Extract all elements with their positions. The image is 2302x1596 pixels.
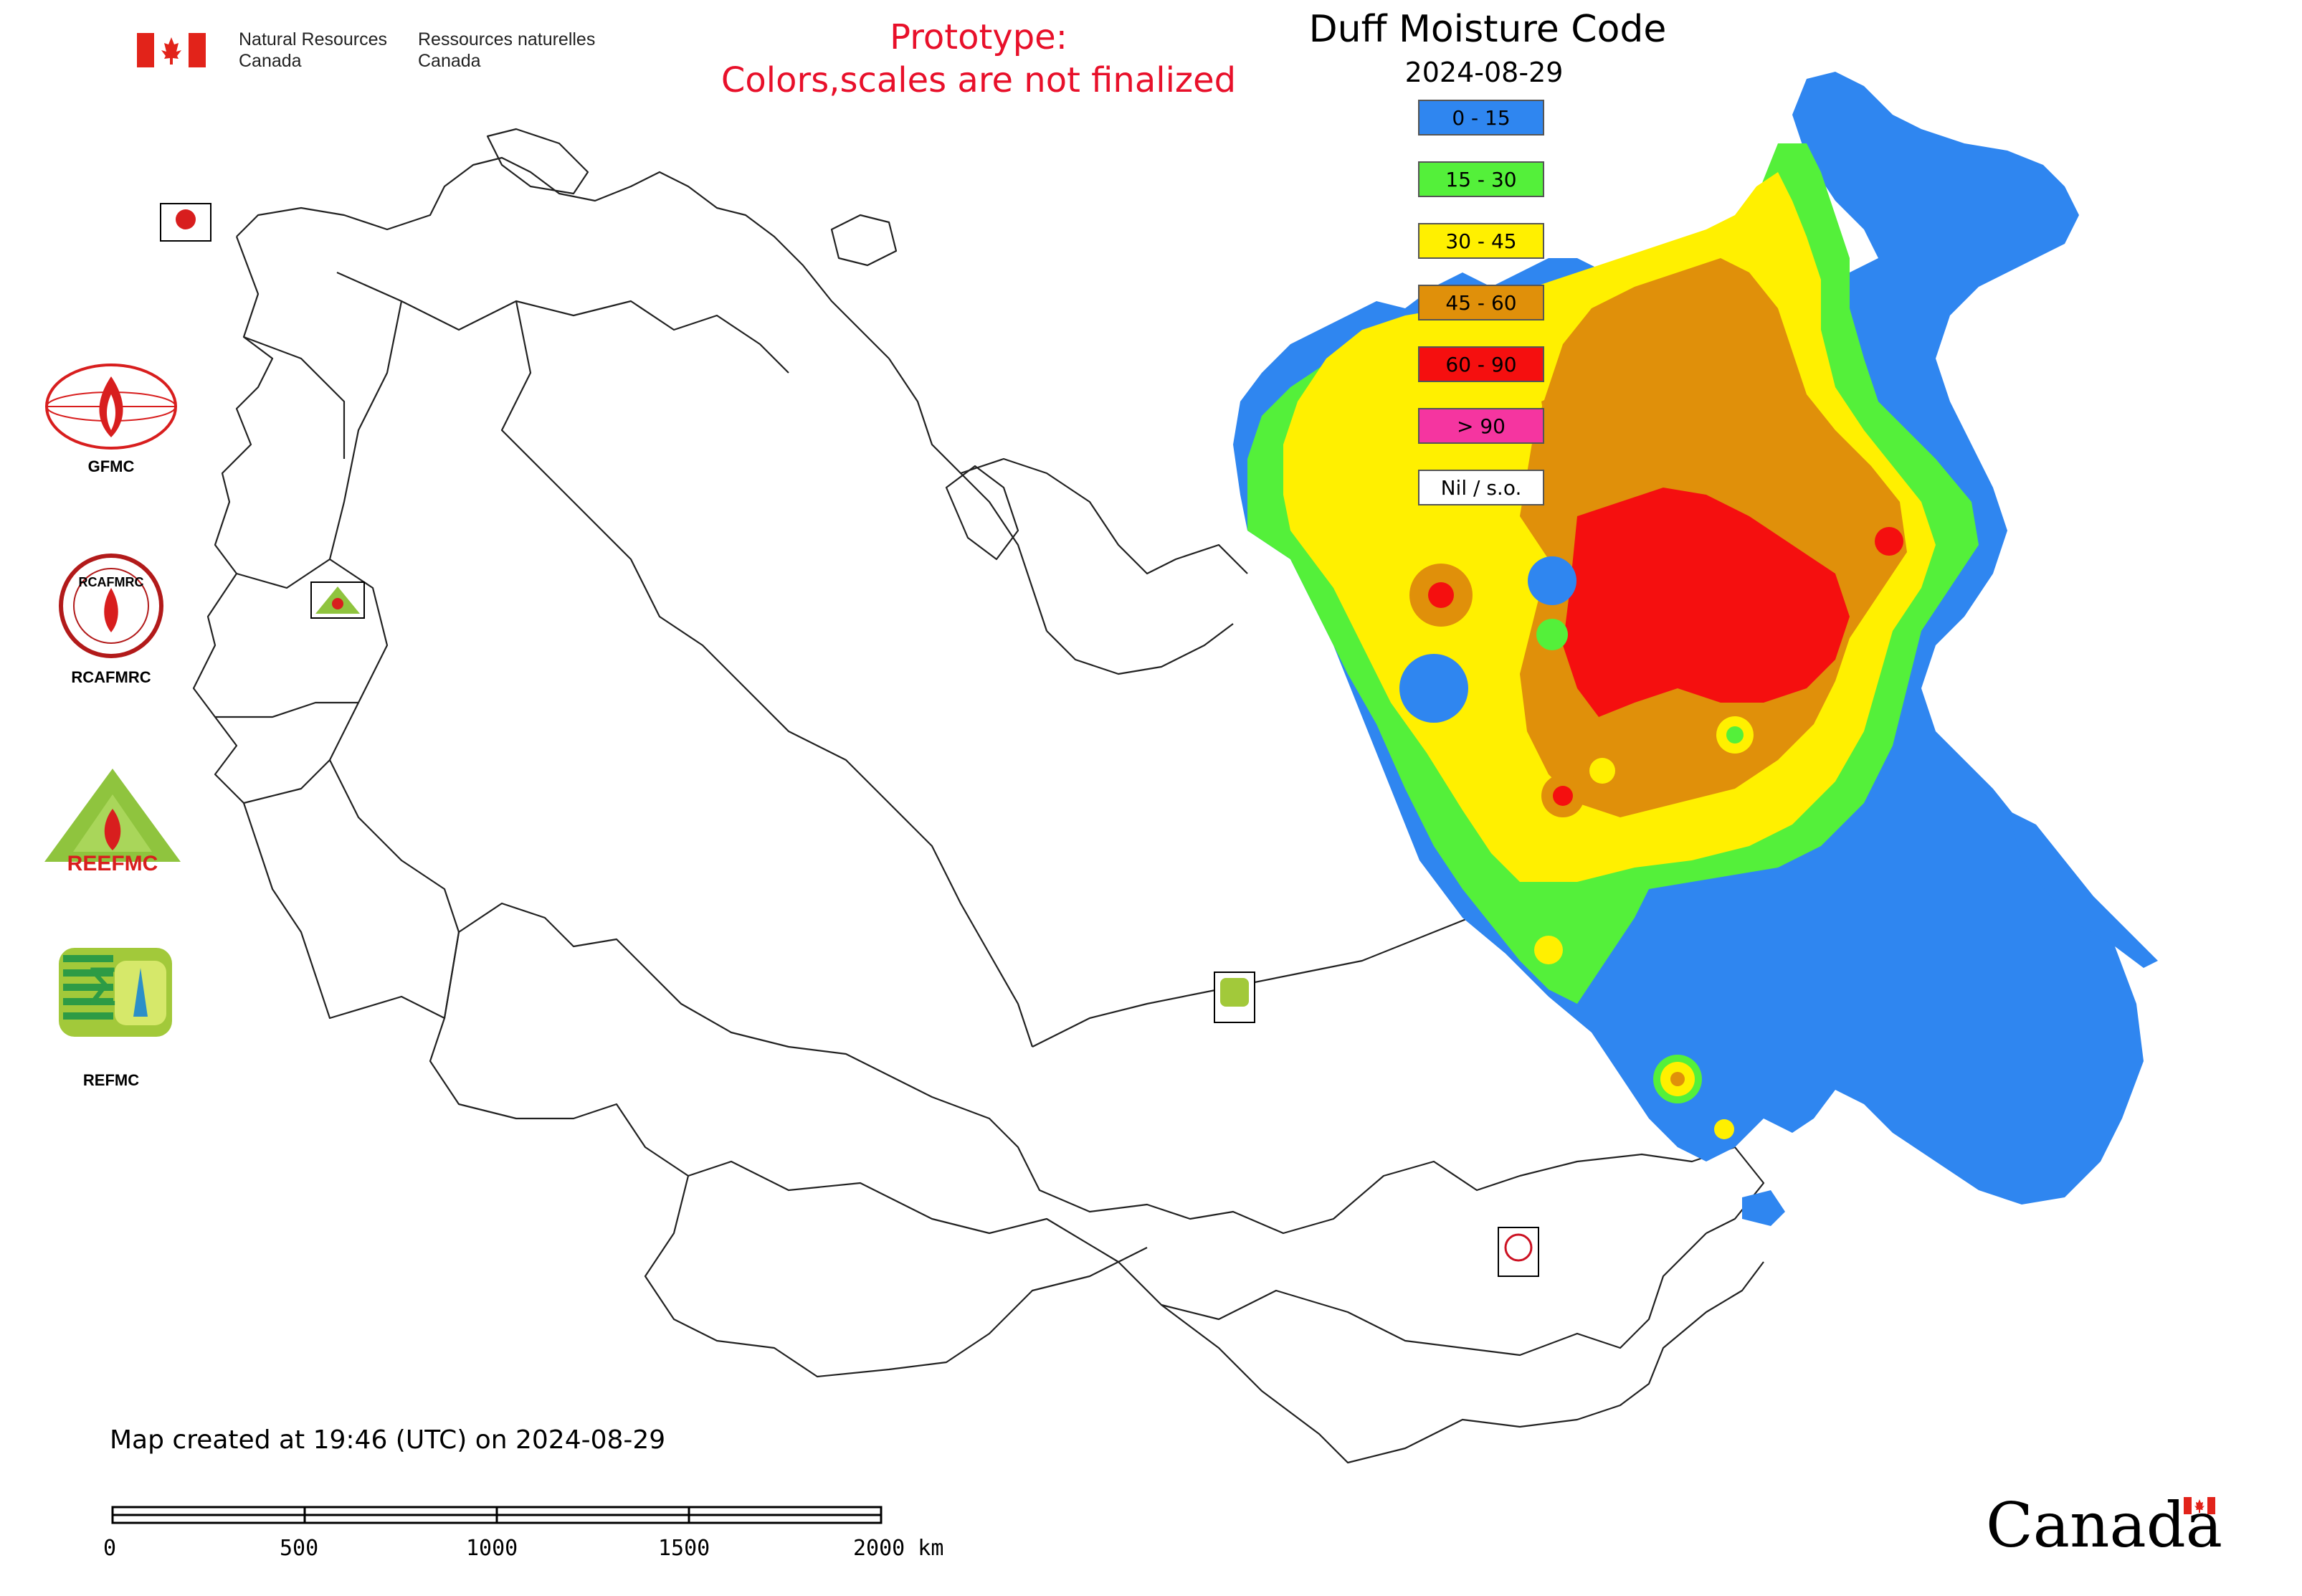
zone-island bbox=[1541, 387, 1599, 437]
zone-blob bbox=[1536, 619, 1568, 650]
scale-label-2000: 2000 km bbox=[853, 1536, 944, 1561]
canada-wordmark-flag-icon bbox=[2184, 1497, 2215, 1514]
legend-label: 60 - 90 bbox=[1445, 352, 1517, 376]
zone-island bbox=[1599, 387, 1635, 430]
zone-blob bbox=[1670, 1072, 1685, 1086]
legend-item-15-30: 15 - 30 bbox=[1418, 161, 1544, 197]
scale-bar bbox=[111, 1506, 883, 1524]
legend-item-30-45: 30 - 45 bbox=[1418, 223, 1544, 259]
rcafmrc-marker-icon bbox=[1504, 1233, 1533, 1262]
svg-text:RCAFMRC: RCAFMRC bbox=[79, 575, 144, 589]
zone-blob bbox=[1534, 936, 1563, 964]
refmc-label: REFMC bbox=[82, 1071, 140, 1089]
legend-label: 0 - 15 bbox=[1452, 105, 1511, 130]
legend-label: Nil / s.o. bbox=[1440, 475, 1522, 500]
scale-label-0: 0 bbox=[103, 1536, 117, 1561]
reefmc-marker-dot bbox=[332, 598, 343, 609]
zone-island bbox=[2007, 810, 2158, 968]
canada-wordmark: Canada bbox=[1986, 1491, 2230, 1560]
gov-name-fr: Ressources naturelles Canada bbox=[418, 29, 595, 72]
duff-moisture-overlay bbox=[1233, 72, 2158, 1226]
reefmc-logo[interactable]: REEFMC bbox=[37, 766, 188, 875]
map-title: Duff Moisture Code bbox=[1308, 8, 1667, 51]
prototype-line2: Colors,scales are not finalized bbox=[720, 60, 1237, 100]
prototype-warning: Prototype: Colors,scales are not finaliz… bbox=[667, 16, 1290, 102]
gov-name-en-line2: Canada bbox=[239, 51, 302, 71]
gfmc-logo[interactable] bbox=[39, 362, 183, 455]
zone-blob bbox=[1726, 726, 1744, 744]
zone-blob bbox=[1399, 654, 1468, 723]
canada-wordmark-text: Canada bbox=[1986, 1490, 2223, 1562]
zone-blob bbox=[1714, 1119, 1734, 1139]
legend-label: 45 - 60 bbox=[1445, 290, 1517, 315]
svg-text:Σ: Σ bbox=[85, 957, 118, 1017]
gov-name-fr-line1: Ressources naturelles bbox=[418, 29, 596, 49]
prototype-line1: Prototype: bbox=[890, 17, 1067, 57]
zone-blob bbox=[1528, 556, 1576, 605]
gov-name-fr-line2: Canada bbox=[418, 51, 481, 71]
svg-text:REEFMC: REEFMC bbox=[67, 852, 158, 873]
zone-island bbox=[1742, 1190, 1785, 1226]
zone-blob bbox=[1875, 527, 1903, 556]
zone-blob bbox=[1428, 582, 1454, 608]
map-date: 2024-08-29 bbox=[1404, 57, 1564, 88]
legend-item-0-15: 0 - 15 bbox=[1418, 100, 1544, 136]
scale-label-500: 500 bbox=[280, 1536, 319, 1561]
rcafmrc-label: RCAFMRC bbox=[71, 668, 151, 686]
zone-blob bbox=[1589, 758, 1615, 784]
refmc-logo[interactable]: Σ bbox=[59, 948, 172, 1037]
canada-flag-icon bbox=[137, 33, 206, 67]
scale-label-1500: 1500 bbox=[658, 1536, 710, 1561]
map-created-caption: Map created at 19:46 (UTC) on 2024-08-29 bbox=[110, 1425, 666, 1455]
legend-item-60-90: 60 - 90 bbox=[1418, 346, 1544, 382]
scale-label-1000: 1000 bbox=[466, 1536, 518, 1561]
legend-label: 30 - 45 bbox=[1445, 229, 1517, 253]
legend-item-45-60: 45 - 60 bbox=[1418, 285, 1544, 320]
refmc-marker-icon bbox=[1220, 978, 1249, 1007]
legend-label: 15 - 30 bbox=[1445, 167, 1517, 191]
rcafmrc-logo[interactable]: RCAFMRC bbox=[57, 552, 165, 660]
zone-60-90 bbox=[1563, 488, 1850, 717]
gov-name-en: Natural Resources Canada bbox=[239, 29, 387, 72]
legend-item-nil: Nil / s.o. bbox=[1418, 470, 1544, 505]
gfmc-label: GFMC bbox=[87, 457, 135, 475]
gfmc-marker-icon bbox=[176, 209, 196, 229]
legend-item-over-90: > 90 bbox=[1418, 408, 1544, 444]
legend-label: > 90 bbox=[1457, 414, 1506, 438]
gov-name-en-line1: Natural Resources bbox=[239, 29, 388, 49]
zone-blob bbox=[1553, 786, 1573, 806]
